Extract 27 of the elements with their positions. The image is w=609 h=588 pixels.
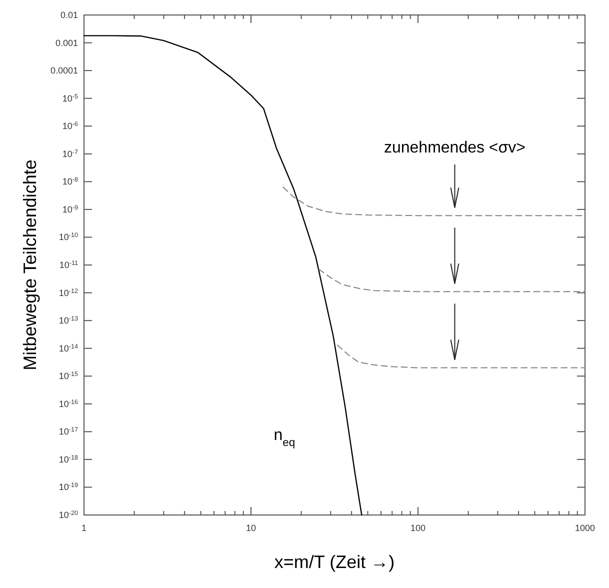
annotation: zunehmendes <σv>	[384, 140, 526, 156]
x-tick-label: 100	[410, 523, 426, 533]
y-tick-label: 10$^{-5}$	[62, 92, 78, 104]
y-tick-label: 0.001	[55, 38, 78, 48]
y-tick-label: 10$^{-10}$	[58, 232, 78, 242]
y-tick-label: 10$^{-20}$	[58, 510, 78, 520]
y-tick-label: 10$^{-11}$	[59, 260, 78, 270]
y-tick-label: 10$^{-6}$	[62, 120, 78, 132]
y-tick-label: 10$^{-9}$	[62, 204, 78, 214]
y-tick-label: 0.01	[60, 10, 78, 20]
y-tick-label: 10$^{-15}$	[58, 370, 78, 382]
x-tick-label: 1	[81, 523, 87, 533]
y-tick-label: 10$^{-18}$	[58, 454, 78, 464]
x-tick-label: 1000	[574, 523, 596, 533]
y-tick-label: 10$^{-13}$	[58, 315, 78, 326]
y-tick-label: 0.0001	[50, 66, 78, 76]
y-tick-label: 10$^{-8}$	[62, 176, 78, 187]
y-tick-label: 10$^{-14}$	[58, 342, 78, 354]
y-axis-title: Mitbewegte Teilchendichte	[20, 160, 40, 370]
x-tick-label: 10	[246, 523, 256, 533]
x-axis-title: x=m/T (Zeit →)	[274, 552, 395, 572]
y-tick-label: 10$^{-7}$	[62, 148, 78, 159]
y-tick-label: 10$^{-19}$	[58, 482, 78, 492]
y-tick-label: 10$^{-17}$	[58, 426, 78, 437]
y-tick-label: 10$^{-16}$	[58, 398, 78, 409]
y-tick-label: 10$^{-12}$	[58, 287, 78, 298]
annotation: n$_{eq}$	[274, 427, 296, 449]
